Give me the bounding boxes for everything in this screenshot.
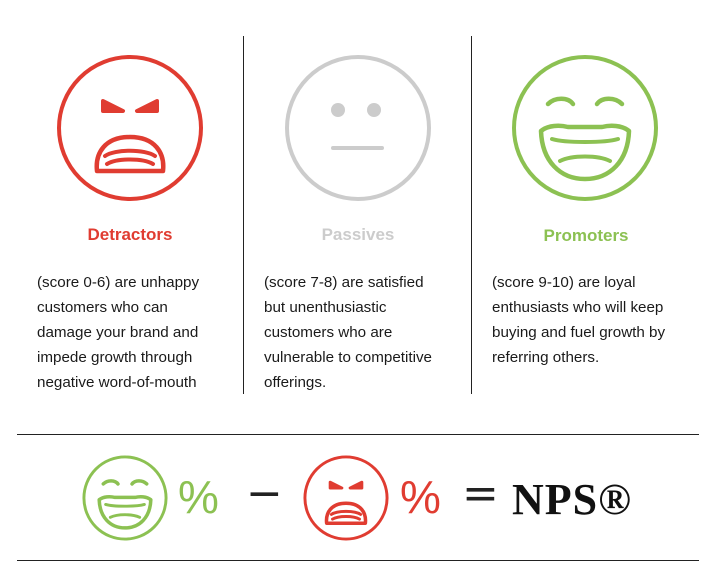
nps-label: NPS® <box>512 475 632 524</box>
detractor-percent-sign: % <box>400 471 441 523</box>
detractors-description: (score 0-6) are unhappy customers who ca… <box>37 274 200 391</box>
detractors-column: Detractors (score 0-6) are unhappy custo… <box>16 0 244 400</box>
promoters-description: (score 9-10) are loyal enthusiasts who w… <box>492 274 666 366</box>
laughing-face-icon <box>82 455 168 541</box>
column-divider-1 <box>243 36 244 394</box>
equals-sign: = <box>462 468 499 519</box>
angry-face-icon <box>57 55 203 201</box>
formula-bottom-rule <box>17 560 699 561</box>
neutral-face-icon <box>285 55 431 201</box>
promoters-title: Promoters <box>543 226 629 245</box>
detractors-title: Detractors <box>87 225 173 244</box>
passives-column: Passives (score 7-8) are satisfied but u… <box>244 0 472 400</box>
promoter-percent-sign: % <box>178 471 219 523</box>
passives-description: (score 7-8) are satisfied but unenthusia… <box>264 274 432 391</box>
angry-face-icon <box>303 455 389 541</box>
promoters-column: Promoters (score 9-10) are loyal enthusi… <box>472 0 700 400</box>
minus-sign: − <box>246 468 283 519</box>
laughing-face-icon <box>512 55 658 201</box>
passives-title: Passives <box>321 225 395 244</box>
formula-top-rule <box>17 434 699 435</box>
column-divider-2 <box>471 36 472 394</box>
